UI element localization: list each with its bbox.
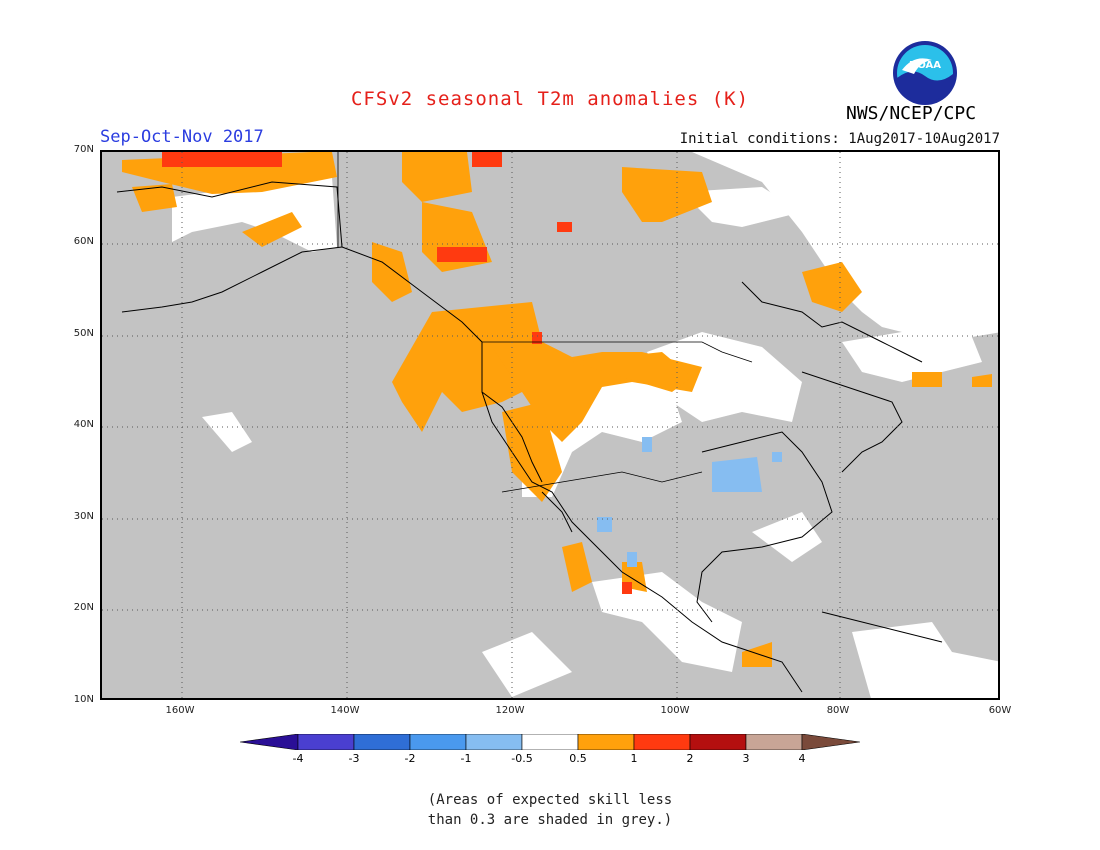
lat-label-20n: 20N	[73, 602, 94, 613]
colorbar-label: 3	[742, 752, 750, 765]
colorbar-swatch-2-3	[689, 734, 747, 750]
lon-label-60w: 60W	[988, 705, 1012, 716]
skill-note-line-2: than 0.3 are shaded in grey.)	[427, 812, 673, 828]
colorbar-label: 0.5	[569, 752, 587, 765]
country-borders	[337, 152, 753, 493]
near-normal-regions	[172, 152, 998, 698]
colorbar-label: -0.5	[511, 752, 533, 765]
coastlines	[116, 181, 943, 693]
lat-label-70n: 70N	[73, 144, 94, 155]
lat-label-50n: 50N	[73, 328, 94, 339]
colorbar-swatch-minus1-minus05	[465, 734, 523, 750]
chart-title: CFSv2 seasonal T2m anomalies (K)	[350, 88, 750, 110]
colorbar-swatch-minus4-minus3	[297, 734, 355, 750]
lat-label-30n: 30N	[73, 511, 94, 522]
colorbar-label: -3	[348, 752, 360, 765]
colorbar	[240, 734, 860, 750]
colorbar-swatch-05-1	[577, 734, 635, 750]
colorbar-swatch-minus2-minus1	[409, 734, 467, 750]
map-canvas	[102, 152, 998, 698]
colorbar-swatch-3-4	[745, 734, 803, 750]
lat-label-60n: 60N	[73, 236, 94, 247]
colorbar-swatch-1-2	[633, 734, 691, 750]
lon-label-120w: 120W	[495, 705, 525, 716]
colorbar-swatch-gt-4	[801, 734, 860, 750]
initial-conditions-label: Initial conditions: 1Aug2017-10Aug2017	[679, 131, 1000, 147]
lon-label-100w: 100W	[660, 705, 690, 716]
colorbar-label: 2	[686, 752, 694, 765]
colorbar-label: 4	[798, 752, 806, 765]
forecast-map	[100, 150, 1000, 700]
skill-note-line-1: (Areas of expected skill less	[427, 792, 673, 808]
colorbar-label: -4	[292, 752, 304, 765]
colorbar-label: -1	[460, 752, 472, 765]
colorbar-label: 1	[630, 752, 638, 765]
colorbar-swatch-neutral	[521, 734, 579, 750]
strong-warm-anomaly-regions	[162, 152, 632, 594]
colorbar-label: -2	[404, 752, 416, 765]
colorbar-swatch-minus3-minus2	[353, 734, 411, 750]
noaa-logo: NOAA	[893, 41, 957, 105]
lon-label-160w: 160W	[165, 705, 195, 716]
season-label: Sep-Oct-Nov 2017	[100, 127, 264, 147]
colorbar-swatch-lt-minus4	[240, 734, 299, 750]
graticule	[102, 152, 998, 698]
noaa-logo-text: NOAA	[909, 60, 941, 71]
lat-label-10n: 10N	[73, 694, 94, 705]
agency-label: NWS/NCEP/CPC	[846, 103, 977, 124]
lat-label-40n: 40N	[73, 419, 94, 430]
lon-label-80w: 80W	[826, 705, 850, 716]
cool-anomaly-regions	[597, 437, 782, 567]
lon-label-140w: 140W	[330, 705, 360, 716]
